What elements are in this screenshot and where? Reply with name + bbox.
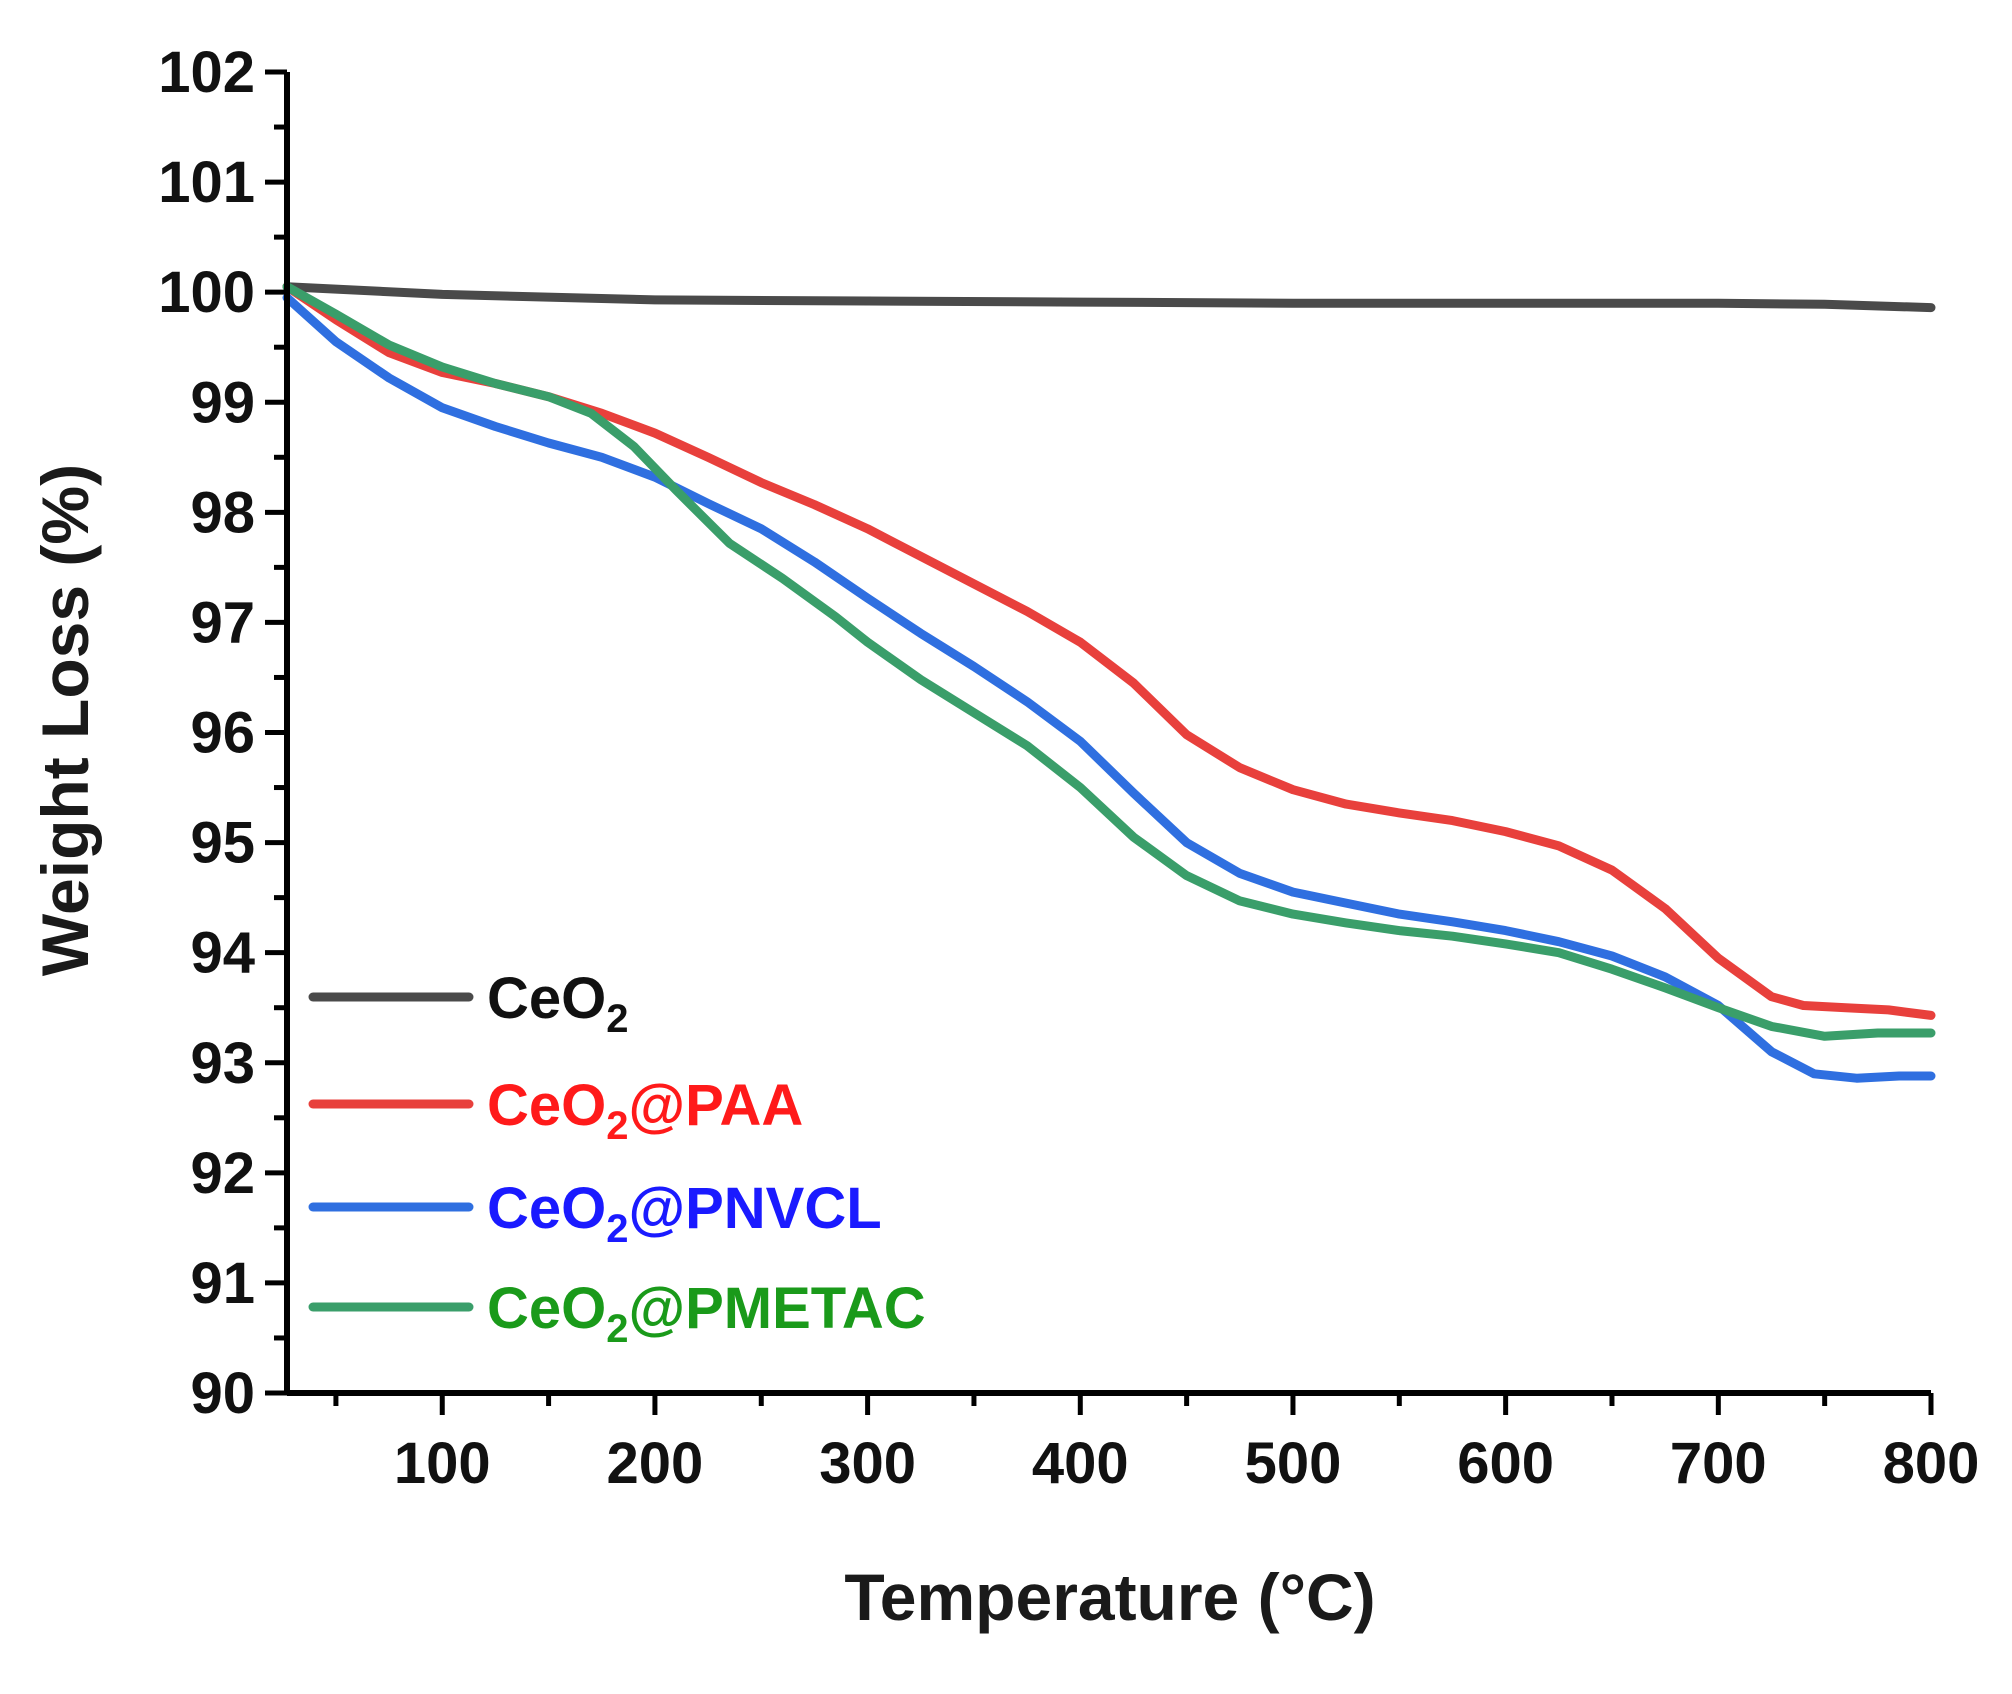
y-tick-label: 95 xyxy=(190,811,255,876)
legend-label-ceo2-pmetac: CeO2@PMETAC xyxy=(487,1276,926,1351)
y-axis-title: Weight Loss (%) xyxy=(28,464,102,976)
x-tick-label: 800 xyxy=(1883,1431,1980,1496)
series-line-ceo2 xyxy=(282,282,1936,313)
y-tick-label: 98 xyxy=(190,480,255,545)
legend-label-ceo2: CeO2 xyxy=(487,966,629,1041)
y-tick-label: 90 xyxy=(190,1361,255,1426)
x-tick-label: 600 xyxy=(1457,1431,1554,1496)
y-tick-label: 101 xyxy=(158,150,255,215)
x-axis-title: Temperature (°C) xyxy=(844,1560,1375,1634)
legend-label-ceo2-pnvcl: CeO2@PNVCL xyxy=(487,1176,882,1251)
y-tick-label: 100 xyxy=(158,260,255,325)
series-layer xyxy=(282,282,1936,1083)
y-tick-label: 94 xyxy=(190,921,255,986)
legend: CeO2 CeO2@PAA CeO2@PNVCL CeO2@PMETAC xyxy=(308,966,926,1351)
x-tick-label: 200 xyxy=(607,1431,704,1496)
ticks-layer: 100 200 300 400 500 600 700 800 90 91 92 93 94 95 96 97… xyxy=(158,40,1979,1496)
y-tick-label: 97 xyxy=(190,590,255,655)
legend-label-ceo2-paa: CeO2@PAA xyxy=(487,1073,803,1148)
y-tick-label: 93 xyxy=(190,1031,255,1096)
x-tick-label: 300 xyxy=(819,1431,916,1496)
y-tick-label: 92 xyxy=(190,1141,255,1206)
x-tick-label: 700 xyxy=(1670,1431,1767,1496)
x-tick-label: 100 xyxy=(394,1431,491,1496)
y-tick-label: 91 xyxy=(190,1251,255,1316)
y-tick-label: 96 xyxy=(190,701,255,766)
y-tick-label: 102 xyxy=(158,40,255,105)
series-line-ceo2-pmetac xyxy=(282,282,1936,1041)
series-line-ceo2-pnvcl xyxy=(282,293,1936,1083)
x-tick-label: 500 xyxy=(1245,1431,1342,1496)
y-tick-label: 99 xyxy=(190,370,255,435)
x-tick-label: 400 xyxy=(1032,1431,1129,1496)
